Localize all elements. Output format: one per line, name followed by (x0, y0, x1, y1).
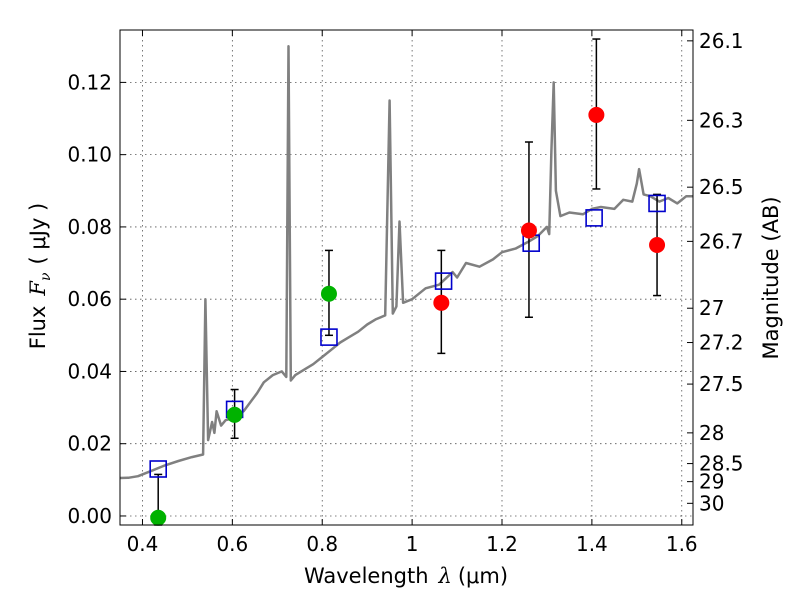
magnitude-axis-label: Magnitude (AB) (759, 196, 783, 359)
tick-layer (120, 30, 693, 525)
model-flux-square (648, 194, 666, 213)
sed-layer (119, 45, 693, 480)
errorbar-layer (154, 38, 662, 526)
x-tick-label: 1 (406, 532, 419, 556)
magnitude-tick-label: 29 (699, 470, 724, 494)
plot-frame (119, 29, 694, 526)
sed-model-line (119, 45, 693, 480)
photometry-point (320, 285, 337, 302)
y-tick-label: 0.00 (67, 504, 112, 528)
magnitude-tick-label: 26.1 (699, 29, 744, 53)
label-layer: 0.4 0.6 0.8 1 1.2 1.4 1.6 0.00 0.02 0.04 0.06 0.08 0… (67, 29, 743, 556)
magnitude-tick-label: 26.7 (699, 229, 744, 253)
model-flux-square (585, 209, 603, 227)
x-tick-label: 1.4 (576, 532, 608, 556)
magnitude-tick-label: 28 (699, 421, 724, 445)
x-tick-label: 1.6 (666, 532, 698, 556)
magnitude-tick-label: 27.2 (699, 331, 744, 355)
grid (120, 30, 693, 525)
y-tick-label: 0.10 (67, 143, 112, 167)
magnitude-tick-label: 27 (699, 296, 724, 320)
x-tick-label: 0.4 (127, 532, 159, 556)
photometry-point (226, 406, 243, 423)
y-tick-label: 0.06 (67, 287, 112, 311)
photometry-point (150, 509, 167, 526)
model-flux-square (149, 460, 167, 478)
photometry-point (520, 222, 537, 239)
photometry-point (588, 106, 605, 123)
y-tick-label: 0.08 (67, 215, 112, 239)
photometry-point (649, 236, 666, 253)
magnitude-tick-label: 26.3 (699, 108, 744, 132)
magnitude-tick-label: 26.5 (699, 175, 744, 199)
y-tick-label: 0.04 (67, 359, 112, 383)
magnitude-tick-label: 27.5 (699, 372, 744, 396)
model-flux-square (434, 272, 453, 290)
y-axis-label: FluxFν( μJy ) (26, 203, 54, 349)
y-tick-label: 0.02 (67, 432, 112, 456)
marker-layer (149, 106, 666, 526)
model-flux-square (320, 328, 338, 346)
x-tick-label: 0.8 (306, 532, 338, 556)
photometry-point (433, 294, 450, 311)
magnitude-tick-label: 30 (699, 491, 724, 515)
y-tick-label: 0.12 (67, 70, 112, 94)
x-tick-label: 1.2 (486, 532, 518, 556)
x-axis-label: Wavelength λ (μm) (304, 564, 508, 588)
magnitude-tick-label: 28.5 (699, 452, 744, 476)
x-tick-label: 0.6 (216, 532, 248, 556)
